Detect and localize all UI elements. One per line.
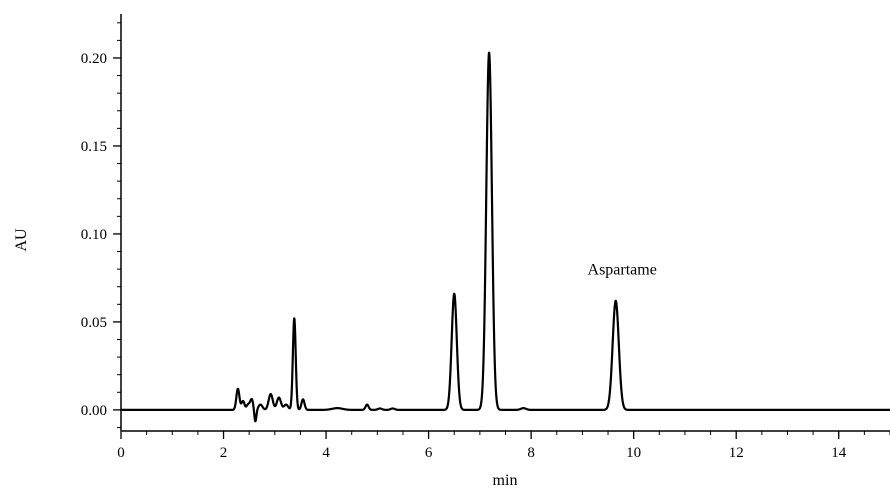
- x-tick-label: 14: [831, 445, 847, 461]
- x-tick-label: 6: [425, 445, 433, 461]
- y-tick-label: 0.00: [81, 403, 107, 419]
- series: [120, 51, 890, 423]
- y-tick-label: 0.10: [81, 227, 107, 243]
- axes: [120, 14, 890, 432]
- chromatogram-trace: [120, 51, 890, 423]
- x-tick-label: 2: [220, 445, 228, 461]
- labels: AU min 0 2 4 6 8 10 12 14 0.00 0.05 0.10 0.15 0.20 As…: [13, 51, 847, 489]
- x-tick-label: 4: [322, 445, 330, 461]
- x-tick-label: 0: [117, 445, 125, 461]
- x-tick-label: 8: [527, 445, 535, 461]
- y-tick-label: 0.15: [81, 139, 107, 155]
- x-tick-label: 12: [729, 445, 744, 461]
- y-axis-title: AU: [13, 228, 30, 252]
- ticks: [113, 22, 890, 439]
- x-tick-label: 10: [626, 445, 641, 461]
- x-axis-title: min: [493, 472, 518, 489]
- y-tick-label: 0.20: [81, 51, 107, 67]
- y-tick-label: 0.05: [81, 315, 107, 331]
- peak-annotation: Aspartame: [588, 261, 657, 278]
